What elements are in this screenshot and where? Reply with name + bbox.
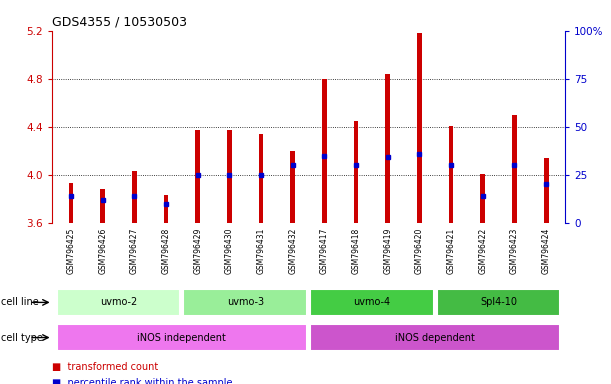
Text: GSM796421: GSM796421 — [447, 227, 456, 274]
Text: Spl4-10: Spl4-10 — [480, 297, 517, 308]
Text: uvmo-4: uvmo-4 — [353, 297, 390, 308]
Text: uvmo-3: uvmo-3 — [227, 297, 264, 308]
FancyBboxPatch shape — [183, 289, 307, 316]
Text: GDS4355 / 10530503: GDS4355 / 10530503 — [52, 15, 187, 28]
Text: cell type: cell type — [1, 333, 43, 343]
Bar — [100, 189, 105, 223]
Text: GSM796424: GSM796424 — [542, 227, 551, 274]
Text: GSM796423: GSM796423 — [510, 227, 519, 274]
Bar — [258, 134, 263, 223]
Text: uvmo-2: uvmo-2 — [100, 297, 137, 308]
Text: GSM796430: GSM796430 — [225, 227, 234, 274]
Text: GSM796427: GSM796427 — [130, 227, 139, 274]
FancyBboxPatch shape — [57, 324, 307, 351]
Text: iNOS independent: iNOS independent — [137, 333, 226, 343]
Bar — [354, 121, 359, 223]
Bar — [512, 115, 517, 223]
Text: GSM796418: GSM796418 — [351, 227, 360, 274]
Bar — [132, 171, 137, 223]
Text: GSM796426: GSM796426 — [98, 227, 107, 274]
FancyBboxPatch shape — [310, 289, 434, 316]
Text: GSM796422: GSM796422 — [478, 227, 488, 274]
FancyBboxPatch shape — [437, 289, 560, 316]
Bar — [290, 151, 295, 223]
Bar — [227, 130, 232, 223]
Bar — [386, 74, 390, 223]
Bar — [448, 126, 453, 223]
Text: GSM796429: GSM796429 — [193, 227, 202, 274]
Bar — [417, 33, 422, 223]
FancyBboxPatch shape — [57, 289, 180, 316]
FancyBboxPatch shape — [310, 324, 560, 351]
Text: GSM796425: GSM796425 — [67, 227, 75, 274]
Bar — [68, 183, 73, 223]
Bar — [322, 79, 327, 223]
Text: GSM796432: GSM796432 — [288, 227, 297, 274]
Text: GSM796417: GSM796417 — [320, 227, 329, 274]
Text: GSM796428: GSM796428 — [161, 227, 170, 274]
Bar — [164, 195, 169, 223]
Text: cell line: cell line — [1, 297, 39, 308]
Text: ■  percentile rank within the sample: ■ percentile rank within the sample — [52, 378, 232, 384]
Text: iNOS dependent: iNOS dependent — [395, 333, 475, 343]
Text: GSM796419: GSM796419 — [383, 227, 392, 274]
Text: GSM796420: GSM796420 — [415, 227, 424, 274]
Bar — [480, 174, 485, 223]
Text: GSM796431: GSM796431 — [257, 227, 266, 274]
Bar — [196, 130, 200, 223]
Bar — [544, 158, 549, 223]
Text: ■  transformed count: ■ transformed count — [52, 362, 158, 372]
